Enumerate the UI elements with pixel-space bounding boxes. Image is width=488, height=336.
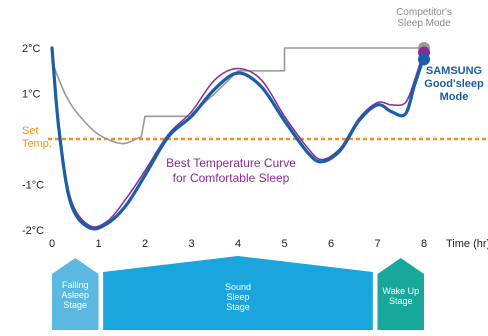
y-axis-tick-labels: 2°C 1°C -1°C -2°C [22, 43, 44, 237]
x-axis-label: Time (hr) [446, 238, 488, 250]
x-tick-label-3: 3 [188, 238, 194, 250]
y-tick-label-1: 1°C [22, 89, 41, 101]
best-curve-label-line2: for Comfortable Sleep [173, 171, 290, 185]
best-curve-label-line1: Best Temperature Curve [166, 156, 296, 170]
sound-sleep-stage-label-line2: Sleep [226, 292, 249, 302]
series-end-markers [418, 42, 430, 66]
x-tick-label-2: 2 [142, 238, 148, 250]
x-tick-label-8: 8 [421, 238, 427, 250]
falling-asleep-stage-block [52, 258, 99, 330]
samsung-label-line3: Mode [440, 91, 469, 103]
best-temperature-curve-line [51, 47, 425, 228]
set-temp-label-line2: Temp. [22, 138, 52, 150]
x-tick-label-4: 4 [235, 238, 241, 250]
falling-asleep-stage-label-line3: Stage [63, 300, 87, 310]
wake-up-stage-label-line2: Stage [389, 296, 413, 306]
sound-sleep-stage-label-line3: Stage [226, 302, 250, 312]
falling-asleep-stage-label-line2: Asleep [61, 290, 89, 300]
samsung-goodsleep-mode-line [50, 46, 426, 231]
falling-asleep-stage-label-line1: Falling [62, 280, 89, 290]
samsung-end-marker [418, 53, 430, 66]
x-tick-label-0: 0 [49, 238, 55, 250]
y-tick-label-0: 2°C [22, 43, 41, 55]
wake-up-stage-label-line1: Wake Up [382, 286, 419, 296]
set-temp-label-line1: Set [22, 125, 39, 137]
x-axis-tick-labels: 0 1 2 3 4 5 6 7 8 [49, 238, 427, 250]
samsung-label-line2: Good'sleep [424, 78, 484, 90]
y-tick-label-2: -1°C [22, 180, 44, 192]
x-tick-label-5: 5 [281, 238, 287, 250]
x-tick-label-7: 7 [374, 238, 380, 250]
competitor-label-line1: Competitor's [396, 7, 452, 18]
sound-sleep-stage-block [103, 256, 373, 330]
series-lines [50, 46, 426, 231]
x-tick-label-6: 6 [328, 238, 334, 250]
x-tick-label-1: 1 [95, 238, 101, 250]
competitor-label-line2: Sleep Mode [397, 18, 451, 29]
competitor-sleep-mode-line [51, 47, 425, 145]
y-tick-label-3: -2°C [22, 225, 44, 237]
wake-up-stage-block [377, 258, 424, 330]
samsung-label-line1: SAMSUNG [426, 65, 482, 77]
sound-sleep-stage-label-line1: Sound [225, 282, 251, 292]
